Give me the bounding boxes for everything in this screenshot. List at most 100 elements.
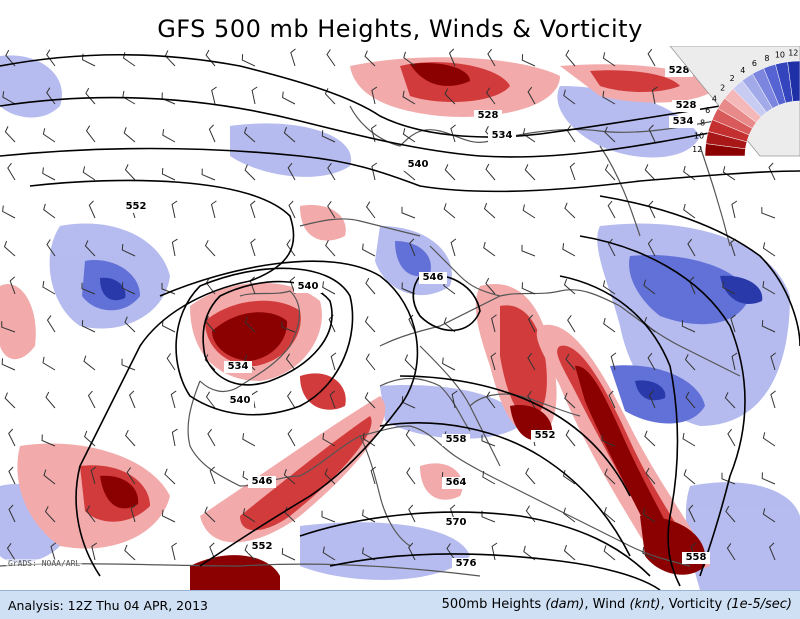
wind-barb bbox=[601, 434, 616, 447]
wind-barb bbox=[327, 162, 336, 181]
wind-barb bbox=[727, 428, 736, 447]
contour-label-546-a: 546 bbox=[423, 272, 444, 283]
wind-barb bbox=[522, 204, 536, 219]
wind-barb bbox=[602, 280, 616, 295]
wind-barb bbox=[485, 87, 496, 105]
wind-barb bbox=[647, 352, 656, 371]
wind-barb bbox=[282, 91, 296, 105]
wind-barb bbox=[405, 429, 416, 447]
wind-barb bbox=[84, 240, 96, 257]
wind-barb bbox=[406, 467, 416, 485]
wind-barb bbox=[370, 466, 377, 485]
wind-barb bbox=[364, 392, 376, 409]
wind-barb bbox=[88, 200, 96, 219]
wind-barb bbox=[204, 354, 216, 371]
wind-barb bbox=[645, 467, 656, 485]
wind-barb bbox=[725, 505, 736, 523]
wind-barb bbox=[161, 509, 176, 523]
wind-barb bbox=[404, 354, 416, 371]
contour-label-534-a: 534 bbox=[492, 130, 513, 141]
color-scale-tick: 8 bbox=[700, 118, 705, 127]
wind-barb bbox=[603, 545, 616, 561]
wind-barb bbox=[126, 467, 136, 485]
wind-barb bbox=[482, 471, 496, 485]
wind-barb bbox=[2, 205, 16, 219]
wind-barb bbox=[481, 434, 496, 447]
wind-barb bbox=[688, 504, 696, 523]
wind-barb bbox=[564, 202, 576, 219]
wind-barb bbox=[603, 317, 616, 333]
wind-barb bbox=[8, 504, 16, 523]
wind-barb bbox=[205, 49, 216, 67]
wind-barb bbox=[204, 240, 216, 257]
wind-barb bbox=[50, 542, 57, 561]
wind-barb bbox=[563, 544, 576, 561]
wind-barb bbox=[731, 200, 738, 219]
wind-barb bbox=[722, 166, 736, 181]
wind-barb bbox=[371, 86, 378, 105]
wind-barb bbox=[562, 469, 576, 485]
wind-barb bbox=[9, 276, 16, 295]
wind-barb bbox=[563, 89, 576, 105]
wind-barb bbox=[365, 201, 376, 219]
wind-barb bbox=[647, 48, 656, 67]
wind-barb bbox=[403, 51, 416, 67]
wind-barb bbox=[371, 162, 378, 181]
wind-barb bbox=[43, 203, 56, 219]
wind-barb bbox=[42, 356, 56, 371]
contour-label-540-b: 540 bbox=[298, 281, 319, 292]
wind-barb bbox=[490, 352, 497, 371]
wind-barb bbox=[365, 353, 376, 371]
wind-barb bbox=[8, 428, 16, 447]
wind-barb bbox=[166, 353, 176, 371]
legend-winds-unit: (knt) bbox=[629, 597, 661, 612]
wind-barb bbox=[322, 432, 336, 447]
map-title: GFS 500 mb Heights, Winds & Vorticity bbox=[157, 15, 643, 43]
wind-barb bbox=[643, 279, 656, 295]
wind-barb bbox=[171, 428, 178, 447]
wind-barb bbox=[563, 278, 576, 295]
wind-barb bbox=[46, 239, 56, 257]
wind-barb bbox=[564, 392, 576, 409]
wind-barb bbox=[244, 544, 256, 561]
wind-barb bbox=[761, 320, 776, 333]
wind-barb bbox=[242, 433, 256, 447]
wind-barb bbox=[483, 202, 496, 219]
contour-label-564-a: 564 bbox=[446, 477, 467, 488]
wind-barb bbox=[770, 352, 777, 371]
wind-barb bbox=[603, 507, 616, 523]
wind-barb bbox=[730, 314, 736, 333]
wind-barb bbox=[330, 352, 337, 371]
wind-barb bbox=[443, 203, 456, 219]
wind-barb bbox=[770, 390, 776, 409]
wind-barb bbox=[402, 128, 416, 143]
contour-label-552-b: 552 bbox=[535, 430, 556, 441]
wind-barb bbox=[322, 281, 336, 295]
wind-barb bbox=[204, 506, 216, 523]
wind-barb bbox=[83, 355, 96, 371]
wind-barb bbox=[162, 129, 176, 143]
wind-barb bbox=[325, 239, 336, 257]
legend-heights: 500mb Heights bbox=[441, 597, 546, 612]
wind-barb bbox=[123, 127, 136, 143]
wind-barb bbox=[85, 125, 96, 143]
wind-barb bbox=[527, 390, 536, 409]
wind-barb bbox=[648, 124, 656, 143]
wind-barb bbox=[521, 54, 536, 67]
wind-barb bbox=[201, 168, 216, 181]
wind-barb bbox=[726, 543, 736, 561]
contour-label-528-c: 528 bbox=[676, 100, 697, 111]
wind-barb bbox=[85, 87, 96, 105]
color-scale-tick: 8 bbox=[764, 54, 769, 63]
wind-barb bbox=[562, 243, 576, 257]
wind-barb bbox=[81, 320, 96, 333]
wind-barb bbox=[362, 509, 376, 523]
wind-barb bbox=[161, 167, 176, 181]
wind-barb bbox=[8, 466, 16, 485]
weather-map: 528 528 528 534 534 534 540 540 540 546 … bbox=[0, 46, 800, 590]
wind-barb bbox=[604, 468, 616, 485]
legend-heights-unit: (dam) bbox=[545, 597, 585, 612]
wind-barb bbox=[124, 164, 136, 181]
wind-barb bbox=[244, 164, 256, 181]
wind-barb bbox=[6, 543, 16, 561]
